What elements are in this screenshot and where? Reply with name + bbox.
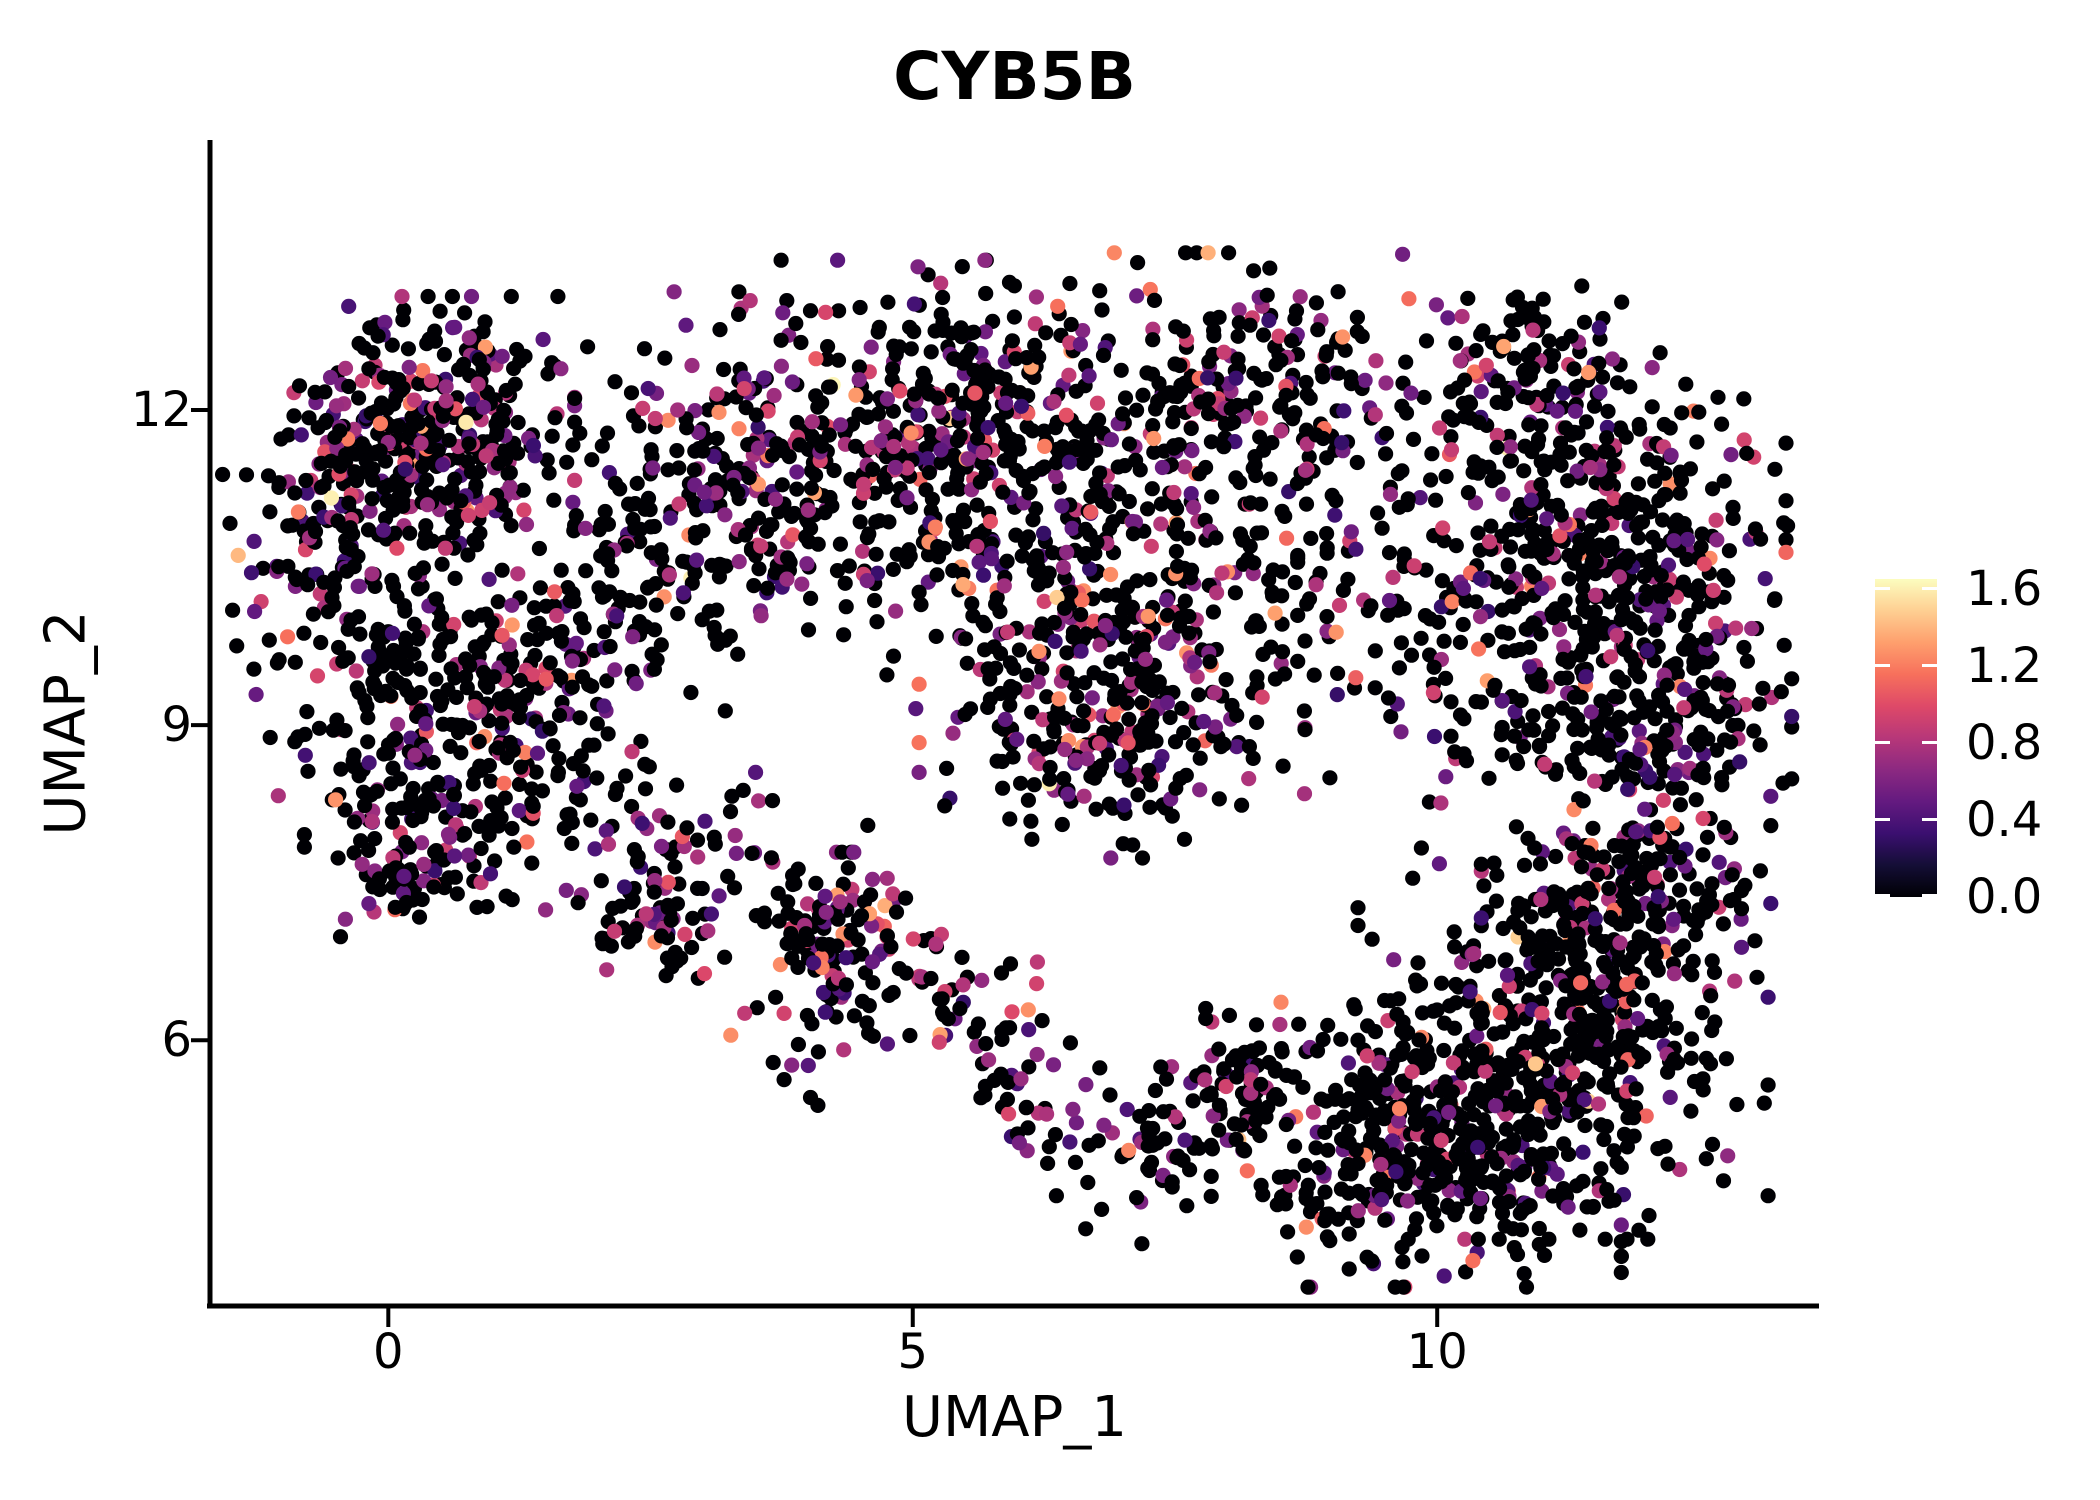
- colorbar-tick-mark: [1922, 894, 1937, 897]
- colorbar-tick-label: 0.4: [1966, 791, 2043, 848]
- colorbar-tick-mark: [1922, 664, 1937, 668]
- colorbar-gradient: [1875, 579, 1937, 897]
- y-tick-label: 6: [161, 1012, 192, 1069]
- colorbar-tick-mark: [1875, 741, 1890, 745]
- scatter-points: [215, 245, 1800, 1295]
- x-tick-label: 0: [373, 1324, 404, 1380]
- x-axis-label: UMAP_1: [901, 1385, 1127, 1450]
- x-tick-label: 10: [1406, 1324, 1468, 1380]
- y-tick-label: 9: [161, 697, 192, 754]
- colorbar-tick-mark: [1875, 664, 1890, 668]
- colorbar-tick-label: 0.8: [1966, 714, 2043, 771]
- chart-title: CYB5B: [893, 38, 1136, 115]
- x-tick-label: 5: [897, 1324, 929, 1380]
- colorbar-tick-mark: [1875, 587, 1890, 591]
- colorbar-tick-label: 0.0: [1966, 869, 2043, 925]
- colorbar-tick-label: 1.6: [1966, 560, 2043, 617]
- colorbar-tick-mark: [1875, 894, 1890, 897]
- colorbar-tick-mark: [1922, 587, 1937, 591]
- colorbar-legend: [1875, 579, 1937, 897]
- colorbar-tick-label: 1.2: [1966, 637, 2043, 694]
- y-tick-label: 12: [130, 381, 192, 438]
- colorbar-tick-mark: [1922, 741, 1937, 745]
- colorbar-tick-mark: [1922, 818, 1937, 822]
- colorbar-tick-mark: [1875, 818, 1890, 822]
